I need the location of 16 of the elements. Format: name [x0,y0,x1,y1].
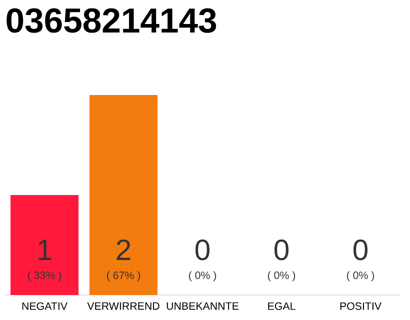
data-label: 0 [353,239,368,260]
x-tick-label: POSITIV [340,302,382,310]
x-tick-label: NEGATIV [22,302,68,310]
chart-title: 03658214143 [6,8,216,33]
data-label: 1 [38,240,52,260]
data-label: 2 [116,239,130,260]
x-tick-label: EGAL [268,302,296,310]
data-label: 0 [274,239,289,260]
annotation: ( 0% ) [188,271,216,282]
annotation: ( 0% ) [268,271,296,282]
annotation: ( 67% ) [106,271,140,282]
data-label: 0 [195,239,210,260]
annotation: ( 33% ) [28,271,62,282]
x-tick-label: UNBEKANNTE [166,302,238,310]
x-tick-label: VERWIRREND [87,302,160,310]
annotation: ( 0% ) [346,271,374,282]
